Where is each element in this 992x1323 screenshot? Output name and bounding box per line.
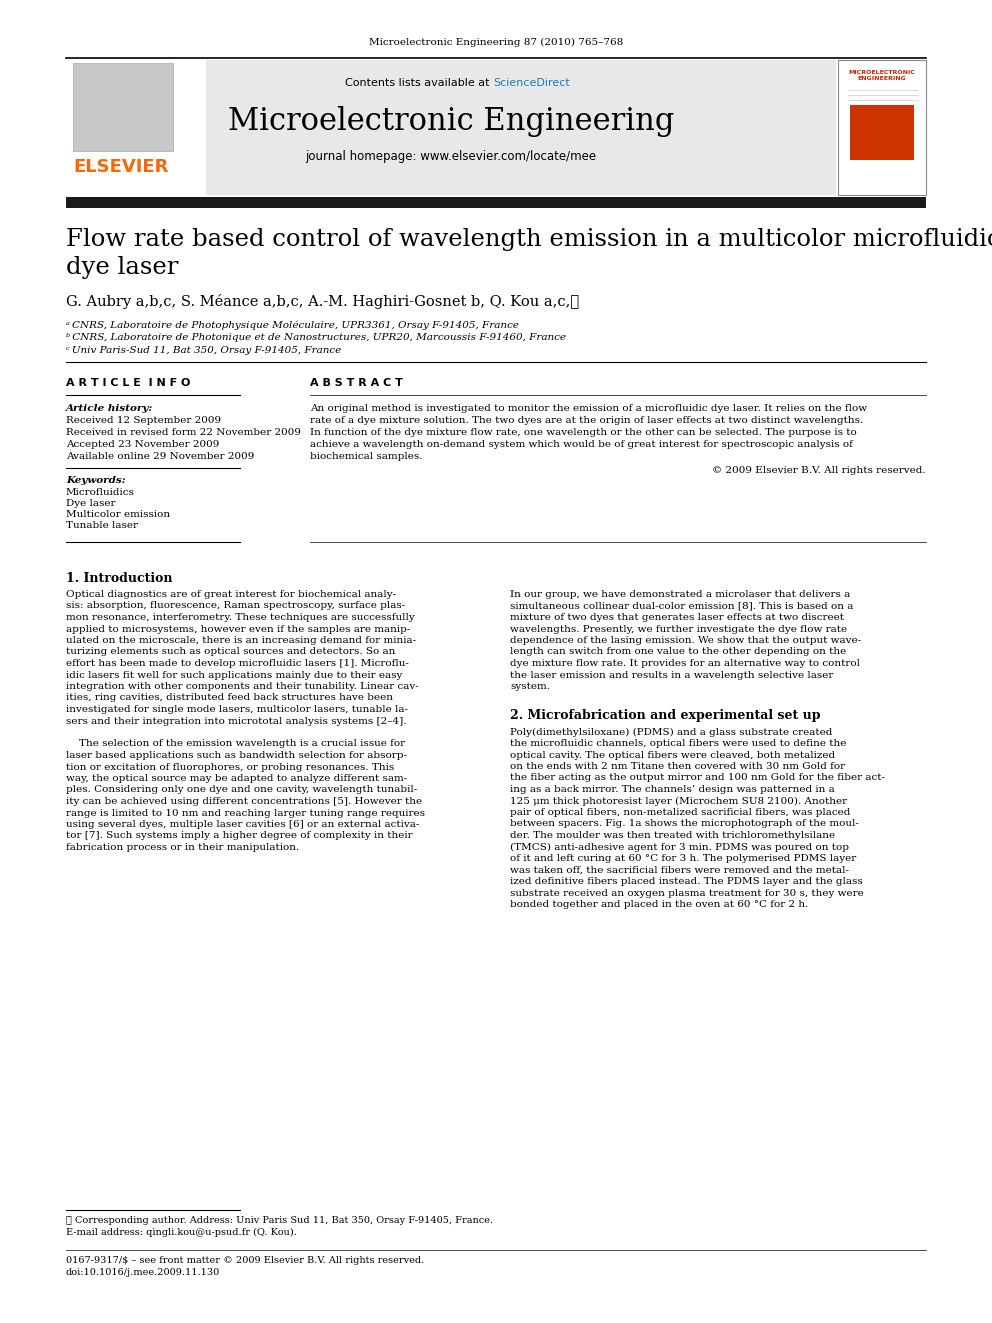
Text: idic lasers fit well for such applications mainly due to their easy: idic lasers fit well for such applicatio… — [66, 671, 403, 680]
Text: MICROELECTRONIC
ENGINEERING: MICROELECTRONIC ENGINEERING — [848, 70, 916, 81]
Text: of it and left curing at 60 °C for 3 h. The polymerised PDMS layer: of it and left curing at 60 °C for 3 h. … — [510, 855, 856, 863]
Text: effort has been made to develop microfluidic lasers [1]. Microflu-: effort has been made to develop microflu… — [66, 659, 409, 668]
Text: investigated for single mode lasers, multicolor lasers, tunable la-: investigated for single mode lasers, mul… — [66, 705, 408, 714]
Text: tor [7]. Such systems imply a higher degree of complexity in their: tor [7]. Such systems imply a higher deg… — [66, 831, 413, 840]
Text: range is limited to 10 nm and reaching larger tuning range requires: range is limited to 10 nm and reaching l… — [66, 808, 425, 818]
Text: integration with other components and their tunability. Linear cav-: integration with other components and th… — [66, 681, 419, 691]
Text: ulated on the microscale, there is an increasing demand for minia-: ulated on the microscale, there is an in… — [66, 636, 416, 646]
Text: laser based applications such as bandwidth selection for absorp-: laser based applications such as bandwid… — [66, 751, 407, 759]
Text: biochemical samples.: biochemical samples. — [310, 452, 423, 460]
Text: 125 μm thick photoresist layer (Microchem SU8 2100). Another: 125 μm thick photoresist layer (Microche… — [510, 796, 847, 806]
Text: mon resonance, interferometry. These techniques are successfully: mon resonance, interferometry. These tec… — [66, 613, 415, 622]
Text: Tunable laser: Tunable laser — [66, 521, 138, 531]
Text: ized definitive fibers placed instead. The PDMS layer and the glass: ized definitive fibers placed instead. T… — [510, 877, 863, 886]
Text: substrate received an oxygen plasma treatment for 30 s, they were: substrate received an oxygen plasma trea… — [510, 889, 864, 897]
Text: sis: absorption, fluorescence, Raman spectroscopy, surface plas-: sis: absorption, fluorescence, Raman spe… — [66, 602, 406, 610]
Text: E-mail address: qingli.kou@u-psud.fr (Q. Kou).: E-mail address: qingli.kou@u-psud.fr (Q.… — [66, 1228, 297, 1237]
FancyBboxPatch shape — [66, 60, 836, 194]
Text: simultaneous collinear dual-color emission [8]. This is based on a: simultaneous collinear dual-color emissi… — [510, 602, 853, 610]
Text: was taken off, the sacrificial fibers were removed and the metal-: was taken off, the sacrificial fibers we… — [510, 865, 849, 875]
Text: 2. Microfabrication and experimental set up: 2. Microfabrication and experimental set… — [510, 709, 820, 722]
Text: Microelectronic Engineering: Microelectronic Engineering — [228, 106, 675, 138]
Text: sers and their integration into micrototal analysis systems [2–4].: sers and their integration into microtot… — [66, 717, 407, 725]
Text: system.: system. — [510, 681, 550, 691]
Text: on the ends with 2 nm Titane then covered with 30 nm Gold for: on the ends with 2 nm Titane then covere… — [510, 762, 845, 771]
Text: ScienceDirect: ScienceDirect — [493, 78, 569, 89]
Text: ᶜ Univ Paris-Sud 11, Bat 350, Orsay F-91405, France: ᶜ Univ Paris-Sud 11, Bat 350, Orsay F-91… — [66, 347, 341, 355]
Text: ity can be achieved using different concentrations [5]. However the: ity can be achieved using different conc… — [66, 796, 423, 806]
Text: fabrication process or in their manipulation.: fabrication process or in their manipula… — [66, 843, 300, 852]
Text: dependence of the lasing emission. We show that the output wave-: dependence of the lasing emission. We sh… — [510, 636, 861, 646]
Text: An original method is investigated to monitor the emission of a microfluidic dye: An original method is investigated to mo… — [310, 404, 867, 413]
FancyBboxPatch shape — [66, 60, 206, 194]
Text: ᵃ CNRS, Laboratoire de Photophysique Moléculaire, UPR3361, Orsay F-91405, France: ᵃ CNRS, Laboratoire de Photophysique Mol… — [66, 320, 519, 329]
Text: journal homepage: www.elsevier.com/locate/mee: journal homepage: www.elsevier.com/locat… — [306, 149, 596, 163]
Text: ities, ring cavities, distributed feed back structures have been: ities, ring cavities, distributed feed b… — [66, 693, 393, 703]
Text: Dye laser: Dye laser — [66, 499, 115, 508]
Text: Microfluidics: Microfluidics — [66, 488, 135, 497]
Text: Article history:: Article history: — [66, 404, 153, 413]
Text: using several dyes, multiple laser cavities [6] or an external activa-: using several dyes, multiple laser cavit… — [66, 820, 420, 830]
Text: achieve a wavelength on-demand system which would be of great interest for spect: achieve a wavelength on-demand system wh… — [310, 441, 853, 448]
Text: Available online 29 November 2009: Available online 29 November 2009 — [66, 452, 254, 460]
Text: (TMCS) anti-adhesive agent for 3 min. PDMS was poured on top: (TMCS) anti-adhesive agent for 3 min. PD… — [510, 843, 849, 852]
Text: Received in revised form 22 November 2009: Received in revised form 22 November 200… — [66, 429, 301, 437]
Text: way, the optical source may be adapted to analyze different sam-: way, the optical source may be adapted t… — [66, 774, 408, 783]
Text: between spacers. Fig. 1a shows the microphotograph of the moul-: between spacers. Fig. 1a shows the micro… — [510, 819, 859, 828]
Text: Multicolor emission: Multicolor emission — [66, 509, 170, 519]
Text: ⋆ Corresponding author. Address: Univ Paris Sud 11, Bat 350, Orsay F-91405, Fran: ⋆ Corresponding author. Address: Univ Pa… — [66, 1216, 493, 1225]
FancyBboxPatch shape — [838, 60, 926, 194]
Text: Microelectronic Engineering 87 (2010) 765–768: Microelectronic Engineering 87 (2010) 76… — [369, 38, 623, 48]
Text: The selection of the emission wavelength is a crucial issue for: The selection of the emission wavelength… — [66, 740, 405, 749]
Text: dye mixture flow rate. It provides for an alternative way to control: dye mixture flow rate. It provides for a… — [510, 659, 860, 668]
Text: pair of optical fibers, non-metalized sacrificial fibers, was placed: pair of optical fibers, non-metalized sa… — [510, 808, 850, 818]
Text: Optical diagnostics are of great interest for biochemical analy-: Optical diagnostics are of great interes… — [66, 590, 396, 599]
Text: ing as a back mirror. The channels’ design was patterned in a: ing as a back mirror. The channels’ desi… — [510, 785, 834, 794]
Text: In function of the dye mixture flow rate, one wavelength or the other can be sel: In function of the dye mixture flow rate… — [310, 429, 857, 437]
Text: mixture of two dyes that generates laser effects at two discreet: mixture of two dyes that generates laser… — [510, 613, 844, 622]
Text: optical cavity. The optical fibers were cleaved, both metalized: optical cavity. The optical fibers were … — [510, 750, 835, 759]
Text: dye laser: dye laser — [66, 255, 179, 279]
Text: ᵇ CNRS, Laboratoire de Photonique et de Nanostructures, UPR20, Marcoussis F-9146: ᵇ CNRS, Laboratoire de Photonique et de … — [66, 333, 566, 343]
Text: ples. Considering only one dye and one cavity, wavelength tunabil-: ples. Considering only one dye and one c… — [66, 786, 418, 795]
Text: the fiber acting as the output mirror and 100 nm Gold for the fiber act-: the fiber acting as the output mirror an… — [510, 774, 885, 782]
Text: 0167-9317/$ – see front matter © 2009 Elsevier B.V. All rights reserved.: 0167-9317/$ – see front matter © 2009 El… — [66, 1256, 425, 1265]
Text: applied to microsystems, however even if the samples are manip-: applied to microsystems, however even if… — [66, 624, 411, 634]
Text: A B S T R A C T: A B S T R A C T — [310, 378, 403, 388]
Text: Received 12 September 2009: Received 12 September 2009 — [66, 415, 221, 425]
Text: In our group, we have demonstrated a microlaser that delivers a: In our group, we have demonstrated a mic… — [510, 590, 850, 599]
Text: 1. Introduction: 1. Introduction — [66, 572, 173, 585]
FancyBboxPatch shape — [73, 64, 173, 151]
Text: the microfluidic channels, optical fibers were used to define the: the microfluidic channels, optical fiber… — [510, 740, 846, 747]
Text: wavelengths. Presently, we further investigate the dye flow rate: wavelengths. Presently, we further inves… — [510, 624, 847, 634]
FancyBboxPatch shape — [850, 105, 914, 160]
Text: A R T I C L E  I N F O: A R T I C L E I N F O — [66, 378, 190, 388]
Text: Flow rate based control of wavelength emission in a multicolor microfluidic: Flow rate based control of wavelength em… — [66, 228, 992, 251]
Text: tion or excitation of fluorophores, or probing resonances. This: tion or excitation of fluorophores, or p… — [66, 762, 394, 771]
Text: G. Aubry a,b,c, S. Méance a,b,c, A.-M. Haghiri-Gosnet b, Q. Kou a,c,⋆: G. Aubry a,b,c, S. Méance a,b,c, A.-M. H… — [66, 294, 579, 310]
Text: Accepted 23 November 2009: Accepted 23 November 2009 — [66, 441, 219, 448]
Text: bonded together and placed in the oven at 60 °C for 2 h.: bonded together and placed in the oven a… — [510, 900, 808, 909]
Text: ELSEVIER: ELSEVIER — [73, 157, 169, 176]
Text: © 2009 Elsevier B.V. All rights reserved.: © 2009 Elsevier B.V. All rights reserved… — [712, 466, 926, 475]
Text: Keywords:: Keywords: — [66, 476, 126, 486]
Text: Contents lists available at: Contents lists available at — [345, 78, 493, 89]
Text: the laser emission and results in a wavelength selective laser: the laser emission and results in a wave… — [510, 671, 833, 680]
Text: doi:10.1016/j.mee.2009.11.130: doi:10.1016/j.mee.2009.11.130 — [66, 1267, 220, 1277]
Text: Poly(dimethylsiloxane) (PDMS) and a glass substrate created: Poly(dimethylsiloxane) (PDMS) and a glas… — [510, 728, 832, 737]
FancyBboxPatch shape — [66, 197, 926, 208]
Text: der. The moulder was then treated with trichloromethylsilane: der. The moulder was then treated with t… — [510, 831, 835, 840]
Text: length can switch from one value to the other depending on the: length can switch from one value to the … — [510, 647, 846, 656]
Text: rate of a dye mixture solution. The two dyes are at the origin of laser effects : rate of a dye mixture solution. The two … — [310, 415, 863, 425]
Text: turizing elements such as optical sources and detectors. So an: turizing elements such as optical source… — [66, 647, 396, 656]
